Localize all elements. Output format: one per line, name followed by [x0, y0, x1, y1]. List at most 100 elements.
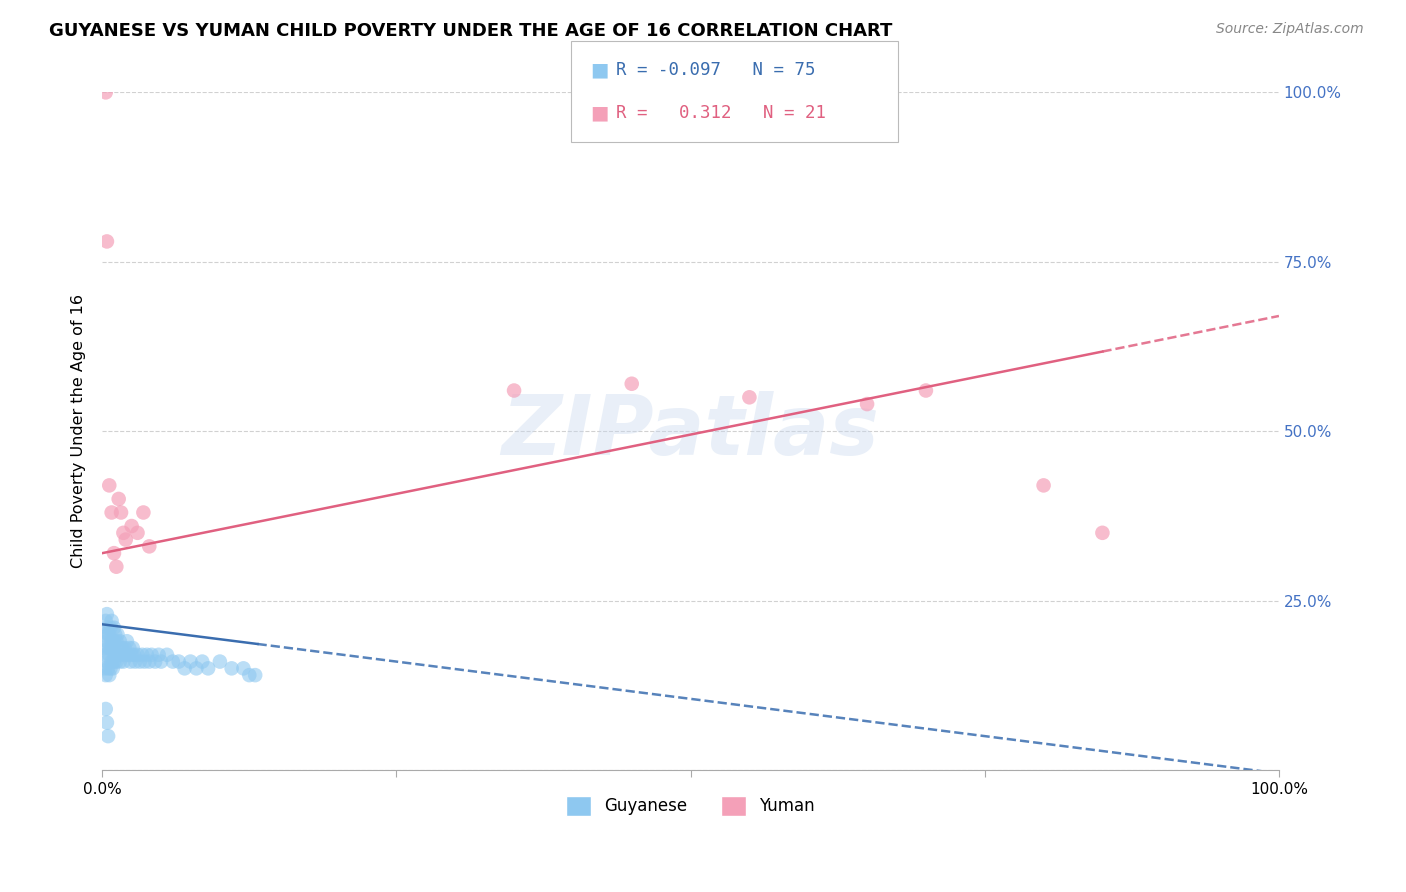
Point [121, 648, 143, 662]
Point [118, 640, 141, 655]
Point [156, 648, 179, 662]
Point [856, 397, 879, 411]
Point [122, 648, 145, 662]
Point [138, 655, 160, 669]
Point [150, 655, 173, 669]
Point [96, 655, 118, 669]
Point [128, 655, 150, 669]
Point [197, 661, 219, 675]
Point [103, 634, 125, 648]
Point [173, 661, 195, 675]
Text: R = -0.097   N = 75: R = -0.097 N = 75 [616, 61, 815, 78]
Point [148, 648, 170, 662]
Point [108, 655, 131, 669]
Point [94, 86, 117, 100]
Text: Source: ZipAtlas.com: Source: ZipAtlas.com [1216, 22, 1364, 37]
Legend: Guyanese, Yuman: Guyanese, Yuman [560, 789, 821, 822]
Point [96, 715, 118, 730]
Point [112, 655, 135, 669]
Point [100, 634, 122, 648]
Text: ■: ■ [591, 103, 609, 122]
Point [101, 661, 124, 675]
Point [97, 729, 120, 743]
Point [120, 655, 142, 669]
Point [100, 614, 122, 628]
Point [136, 648, 159, 662]
Point [96, 235, 118, 249]
Point [97, 661, 120, 675]
Text: ■: ■ [591, 61, 609, 79]
Point [100, 661, 122, 675]
Point [100, 655, 122, 669]
Point [96, 607, 118, 621]
Point [98, 478, 121, 492]
Point [238, 668, 260, 682]
Point [138, 540, 160, 554]
Point [110, 506, 132, 520]
Point [103, 546, 125, 560]
Point [96, 634, 118, 648]
Point [114, 648, 136, 662]
Point [114, 640, 136, 655]
Point [101, 640, 124, 655]
Point [114, 533, 136, 547]
Point [100, 640, 122, 655]
Point [127, 648, 149, 662]
Point [107, 491, 129, 506]
Point [105, 559, 128, 574]
Point [141, 648, 163, 662]
Point [105, 634, 128, 648]
Point [107, 627, 129, 641]
Point [103, 655, 125, 669]
Point [503, 384, 526, 398]
Point [93, 661, 115, 675]
Point [104, 648, 127, 662]
Text: GUYANESE VS YUMAN CHILD POVERTY UNDER THE AGE OF 16 CORRELATION CHART: GUYANESE VS YUMAN CHILD POVERTY UNDER TH… [49, 22, 893, 40]
Point [93, 627, 115, 641]
Point [191, 655, 214, 669]
Point [97, 640, 120, 655]
Point [132, 506, 155, 520]
Point [915, 384, 938, 398]
Point [110, 648, 132, 662]
Point [134, 655, 156, 669]
Point [117, 648, 139, 662]
Point [108, 634, 131, 648]
Point [94, 668, 117, 682]
Point [162, 655, 184, 669]
Point [121, 640, 143, 655]
Point [124, 655, 146, 669]
Point [221, 661, 243, 675]
Point [738, 390, 761, 404]
Point [143, 655, 166, 669]
Point [104, 627, 127, 641]
Point [100, 506, 122, 520]
Point [115, 634, 138, 648]
Point [112, 525, 135, 540]
Text: R =   0.312   N = 21: R = 0.312 N = 21 [616, 104, 825, 122]
Point [127, 525, 149, 540]
Point [167, 655, 190, 669]
Point [94, 614, 117, 628]
Point [243, 668, 266, 682]
Point [105, 655, 128, 669]
Text: ZIPatlas: ZIPatlas [502, 391, 880, 472]
Point [131, 648, 153, 662]
Point [208, 655, 231, 669]
Point [100, 621, 122, 635]
Point [93, 640, 115, 655]
Point [186, 661, 208, 675]
Point [98, 668, 121, 682]
Point [107, 640, 129, 655]
Point [94, 702, 117, 716]
Point [121, 519, 143, 533]
Point [1091, 525, 1114, 540]
Point [103, 621, 125, 635]
Point [98, 648, 121, 662]
Point [1032, 478, 1054, 492]
Point [232, 661, 254, 675]
Point [111, 640, 134, 655]
Point [94, 648, 117, 662]
Point [98, 627, 121, 641]
Point [620, 376, 643, 391]
